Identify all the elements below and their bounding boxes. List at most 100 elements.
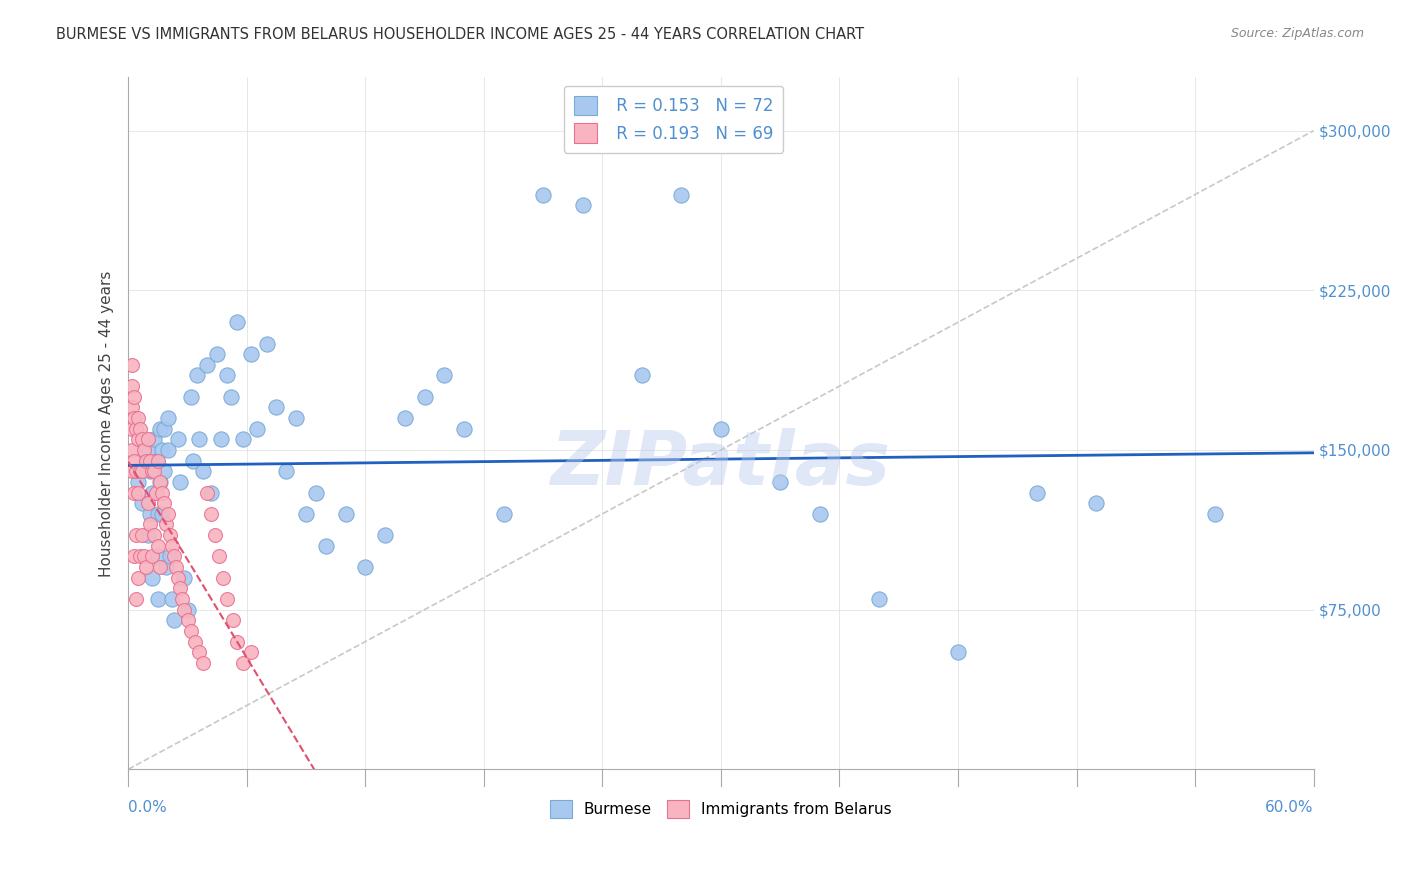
Point: [160, 539, 183, 553]
Point: [136, 442, 159, 457]
Point: [145, 453, 167, 467]
Point: [127, 475, 149, 489]
Point: [150, 485, 173, 500]
Point: [141, 485, 163, 500]
Point: [256, 336, 278, 351]
Point: [139, 507, 162, 521]
Point: [131, 496, 153, 510]
Point: [153, 496, 176, 510]
Point: [139, 517, 162, 532]
Point: [146, 453, 169, 467]
Point: [631, 368, 654, 383]
Point: [149, 560, 172, 574]
Point: [335, 507, 357, 521]
Point: [155, 560, 177, 574]
Point: [433, 368, 456, 383]
Point: [132, 442, 155, 457]
Point: [149, 475, 172, 489]
Point: [136, 496, 159, 510]
Text: BURMESE VS IMMIGRANTS FROM BELARUS HOUSEHOLDER INCOME AGES 25 - 44 YEARS CORRELA: BURMESE VS IMMIGRANTS FROM BELARUS HOUSE…: [56, 27, 865, 42]
Point: [208, 549, 231, 564]
Point: [146, 549, 169, 564]
Point: [166, 433, 188, 447]
Point: [129, 464, 152, 478]
Point: [173, 571, 195, 585]
Point: [163, 613, 186, 627]
Point: [193, 656, 215, 670]
Point: [176, 613, 198, 627]
Point: [232, 433, 254, 447]
Point: [225, 634, 247, 648]
Point: [159, 549, 181, 564]
Point: [204, 528, 226, 542]
Point: [129, 549, 152, 564]
Point: [200, 485, 222, 500]
Point: [125, 592, 148, 607]
Point: [122, 390, 145, 404]
Point: [173, 602, 195, 616]
Point: [531, 187, 554, 202]
Point: [266, 401, 288, 415]
Point: [868, 592, 890, 607]
Point: [149, 475, 172, 489]
Point: [215, 592, 238, 607]
Point: [121, 422, 143, 436]
Point: [169, 475, 191, 489]
Point: [153, 422, 176, 436]
Point: [142, 464, 165, 478]
Point: [121, 464, 143, 478]
Point: [139, 464, 162, 478]
Point: [394, 411, 416, 425]
Point: [146, 539, 169, 553]
Text: Source: ZipAtlas.com: Source: ZipAtlas.com: [1230, 27, 1364, 40]
Point: [149, 422, 172, 436]
Point: [127, 571, 149, 585]
Text: 0.0%: 0.0%: [128, 800, 167, 815]
Point: [215, 368, 238, 383]
Point: [219, 390, 242, 404]
Point: [122, 453, 145, 467]
Point: [155, 517, 177, 532]
Point: [710, 422, 733, 436]
Point: [186, 368, 208, 383]
Point: [150, 442, 173, 457]
Point: [121, 358, 143, 372]
Point: [141, 464, 163, 478]
Text: 60.0%: 60.0%: [1265, 800, 1313, 815]
Point: [239, 347, 262, 361]
Point: [374, 528, 396, 542]
Point: [153, 464, 176, 478]
Point: [125, 422, 148, 436]
Point: [305, 485, 328, 500]
Point: [156, 442, 179, 457]
Point: [232, 656, 254, 670]
Point: [453, 422, 475, 436]
Point: [135, 453, 157, 467]
Point: [139, 453, 162, 467]
Point: [150, 507, 173, 521]
Point: [131, 464, 153, 478]
Point: [315, 539, 337, 553]
Point: [160, 592, 183, 607]
Point: [136, 528, 159, 542]
Text: ZIPatlas: ZIPatlas: [551, 428, 891, 501]
Point: [193, 464, 215, 478]
Point: [188, 645, 211, 659]
Point: [159, 528, 181, 542]
Point: [146, 592, 169, 607]
Point: [121, 379, 143, 393]
Point: [141, 571, 163, 585]
Point: [183, 453, 205, 467]
Point: [1026, 485, 1049, 500]
Point: [142, 528, 165, 542]
Point: [209, 433, 232, 447]
Point: [276, 464, 298, 478]
Y-axis label: Householder Income Ages 25 - 44 years: Householder Income Ages 25 - 44 years: [100, 270, 114, 576]
Point: [142, 433, 165, 447]
Point: [1204, 507, 1226, 521]
Point: [225, 315, 247, 329]
Point: [170, 592, 193, 607]
Point: [808, 507, 831, 521]
Point: [146, 507, 169, 521]
Point: [246, 422, 269, 436]
